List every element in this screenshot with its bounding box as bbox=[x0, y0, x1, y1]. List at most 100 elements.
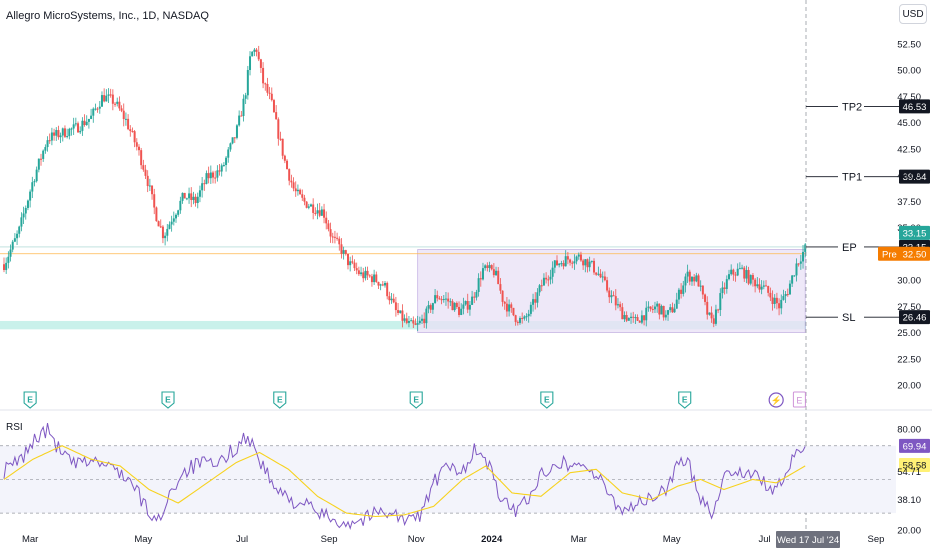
candle-body bbox=[675, 299, 678, 309]
candle-body bbox=[133, 131, 136, 143]
candle-body bbox=[608, 290, 611, 298]
candle-body bbox=[725, 279, 728, 289]
time-tick-label: Mar bbox=[22, 534, 38, 545]
candle-body bbox=[168, 224, 171, 229]
candle-body bbox=[429, 305, 432, 310]
candle-body bbox=[595, 272, 598, 275]
candle-body bbox=[388, 296, 391, 301]
candle-body bbox=[503, 301, 506, 304]
candle-body bbox=[571, 262, 574, 264]
candle-body bbox=[124, 118, 127, 120]
candle-body bbox=[802, 251, 805, 262]
candle-body bbox=[122, 110, 125, 120]
candle-body bbox=[538, 285, 541, 293]
candle-body bbox=[83, 120, 86, 126]
candle-body bbox=[688, 271, 691, 282]
candle-body bbox=[129, 129, 132, 132]
candle-body bbox=[732, 269, 735, 275]
candle-body bbox=[105, 95, 108, 102]
candle-body bbox=[131, 131, 134, 133]
candle-body bbox=[682, 285, 685, 294]
candle-body bbox=[399, 310, 402, 313]
range-box bbox=[417, 249, 806, 333]
chart-title: Allegro MicroSystems, Inc., 1D, NASDAQ bbox=[6, 10, 209, 22]
candle-body bbox=[623, 315, 626, 320]
candle-body bbox=[218, 170, 221, 172]
candle-body bbox=[425, 308, 428, 324]
candle-body bbox=[344, 250, 347, 254]
candle-body bbox=[405, 318, 408, 323]
candle-body bbox=[690, 276, 693, 282]
candle-body bbox=[434, 295, 437, 304]
candle-body bbox=[327, 223, 330, 230]
candle-body bbox=[11, 241, 14, 250]
candle-body bbox=[333, 236, 336, 238]
candle-body bbox=[386, 282, 389, 297]
candle-body bbox=[747, 270, 750, 284]
candle-body bbox=[227, 149, 230, 158]
candle-body bbox=[270, 93, 273, 101]
candle-body bbox=[584, 259, 587, 266]
candle-body bbox=[784, 294, 787, 297]
candle-body bbox=[569, 259, 572, 263]
candle-body bbox=[70, 128, 73, 130]
candle-body bbox=[775, 297, 778, 304]
candle-body bbox=[599, 273, 602, 278]
candle-body bbox=[492, 269, 495, 276]
candle-body bbox=[312, 204, 315, 213]
candle-body bbox=[103, 95, 106, 102]
rsi-tick-label: 20.00 bbox=[897, 526, 921, 537]
candle-body bbox=[484, 265, 487, 269]
candle-body bbox=[468, 304, 471, 310]
candle-body bbox=[196, 196, 199, 204]
candle-body bbox=[140, 150, 143, 166]
candle-body bbox=[188, 193, 191, 199]
rsi-ma-badge bbox=[899, 457, 930, 472]
candle-body bbox=[161, 226, 164, 239]
candle-body bbox=[714, 309, 717, 324]
candle-body bbox=[640, 315, 643, 323]
candle-body bbox=[66, 136, 69, 138]
candle-body bbox=[673, 308, 676, 313]
candle-body bbox=[72, 124, 75, 129]
candle-body bbox=[251, 51, 254, 57]
candle-body bbox=[305, 201, 308, 208]
price-tick-label: 45.00 bbox=[897, 118, 921, 129]
price-tick-label: 42.50 bbox=[897, 144, 921, 155]
candle-body bbox=[68, 128, 71, 137]
candle-body bbox=[40, 158, 43, 160]
candle-body bbox=[170, 221, 173, 225]
candle-body bbox=[403, 318, 406, 321]
candle-body bbox=[645, 307, 648, 321]
candle-body bbox=[521, 318, 524, 320]
candle-body bbox=[579, 254, 582, 261]
price-tick-label: 52.50 bbox=[897, 39, 921, 50]
candle-body bbox=[721, 287, 724, 294]
candle-body bbox=[684, 276, 687, 286]
candle-body bbox=[294, 188, 297, 192]
candle-body bbox=[225, 157, 228, 165]
candle-body bbox=[355, 268, 358, 271]
candle-body bbox=[632, 316, 635, 318]
candle-body bbox=[525, 316, 528, 318]
candle-body bbox=[743, 267, 746, 279]
candle-body bbox=[377, 281, 380, 286]
currency-button[interactable]: USD bbox=[899, 4, 927, 24]
candle-body bbox=[351, 261, 354, 263]
candle-body bbox=[669, 307, 672, 311]
candle-body bbox=[797, 263, 800, 265]
candle-body bbox=[320, 209, 323, 216]
candle-body bbox=[542, 277, 545, 286]
candle-body bbox=[61, 128, 64, 136]
candle-body bbox=[375, 274, 378, 282]
candle-body bbox=[96, 108, 99, 110]
candle-body bbox=[107, 94, 110, 96]
price-tick-label: 30.00 bbox=[897, 276, 921, 287]
candle-body bbox=[79, 130, 82, 133]
candle-body bbox=[209, 172, 212, 179]
candle-body bbox=[619, 304, 622, 308]
candle-body bbox=[782, 296, 785, 300]
candle-body bbox=[146, 175, 149, 187]
